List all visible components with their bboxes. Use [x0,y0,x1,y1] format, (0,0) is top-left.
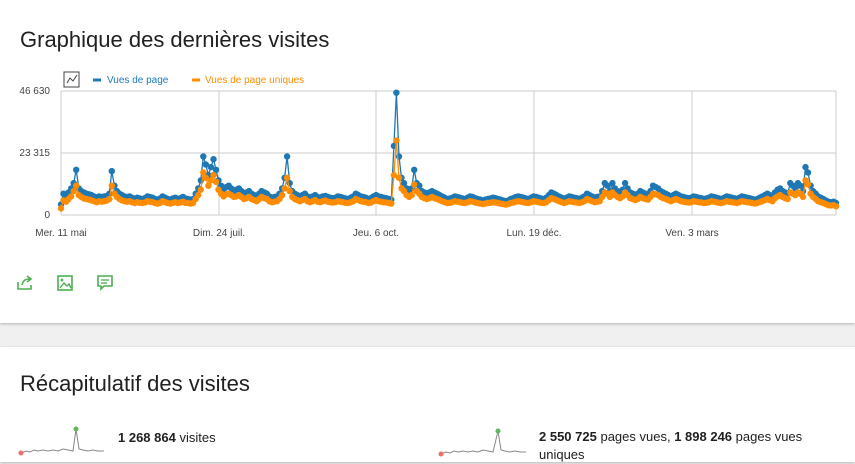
evolution-chart: 0 23 315 46 630 Mer. 11 mai Dim. 24 juil. Je… [19,71,840,239]
data-point[interactable] [205,182,212,189]
data-point[interactable] [799,193,807,201]
chart-card: Graphique des dernières visites [0,0,855,323]
data-point[interactable] [283,153,291,160]
data-point[interactable] [195,191,202,199]
y-tick-label: 23 315 [19,148,50,159]
data-point[interactable] [210,171,217,179]
data-point[interactable] [73,166,80,173]
data-point[interactable] [108,182,116,189]
data-point[interactable] [804,169,812,176]
x-tick-label: Lun. 19 déc. [506,228,561,239]
data-point[interactable] [390,171,398,179]
data-point[interactable] [408,191,415,199]
data-point[interactable] [797,182,804,189]
data-point[interactable] [604,182,611,189]
chart-card-title: Graphique des dernières visites [20,27,330,52]
legend-label-vues-de-page[interactable]: Vues de page [107,75,169,86]
y-tick-label: 0 [44,210,50,221]
data-point[interactable] [73,182,80,189]
legend-label-vues-de-page-uniques[interactable]: Vues de page uniques [205,75,304,86]
pageviews-summary: 2 550 725 pages vues, 1 898 246 pages vu… [539,428,839,464]
data-point[interactable] [200,153,207,160]
pageviews-value: 2 550 725 [539,429,597,444]
series-vues-de-page-uniques [57,137,840,212]
data-point[interactable] [784,195,791,203]
chart-legend: Vues de page Vues de page uniques [63,71,304,88]
image-icon[interactable] [56,274,74,292]
data-point[interactable] [832,203,840,210]
data-point[interactable] [395,174,403,181]
pageviews-sparkline [438,428,526,457]
y-tick-label: 46 630 [19,86,50,97]
series-vues-de-page-line [60,92,837,205]
data-point[interactable] [200,169,207,176]
export-icon[interactable] [16,274,34,292]
data-point[interactable] [411,166,418,173]
visits-sparkline [18,426,104,456]
data-point[interactable] [70,187,77,195]
data-point[interactable] [207,163,215,171]
series-vues-de-page [57,89,840,208]
annotation-icon[interactable] [96,274,114,292]
data-point[interactable] [411,181,418,188]
data-point[interactable] [108,167,116,175]
data-point[interactable] [68,193,75,200]
data-point[interactable] [609,179,616,187]
x-tick-label: Jeu. 6 oct. [353,228,399,239]
data-point[interactable] [621,179,629,187]
unique-pageviews-label: pages vues uniques [539,429,803,462]
data-point[interactable] [388,200,395,207]
data-point[interactable] [281,185,288,192]
data-point[interactable] [197,186,204,193]
pageviews-label: pages vues, [600,429,671,444]
data-point[interactable] [400,179,408,187]
data-point[interactable] [393,89,400,96]
x-tick-label: Mer. 11 mai [35,228,87,239]
visits-summary: 1 268 864 visites [118,430,216,445]
data-point[interactable] [212,178,220,185]
data-point[interactable] [202,174,209,181]
visits-value: 1 268 864 [118,430,176,445]
data-point[interactable] [106,195,113,203]
data-point[interactable] [210,156,217,163]
summary-card: Récapitulatif des visites 1 268 864 visi… [0,347,855,462]
data-point[interactable] [278,191,286,199]
data-point[interactable] [57,205,65,212]
data-point[interactable] [416,182,423,189]
data-point[interactable] [283,174,291,181]
data-point[interactable] [804,181,812,188]
data-point[interactable] [202,161,209,168]
data-point[interactable] [286,187,293,195]
visits-label: visites [179,430,216,445]
summary-card-title: Récapitulatif des visites [20,371,250,396]
data-point[interactable] [802,163,809,171]
data-point[interactable] [393,137,400,144]
unique-pageviews-value: 1 898 246 [674,429,733,444]
x-tick-label: Dim. 24 juil. [193,228,245,239]
data-point[interactable] [207,177,215,184]
x-tick-label: Ven. 3 mars [665,228,718,239]
data-point[interactable] [212,166,220,173]
